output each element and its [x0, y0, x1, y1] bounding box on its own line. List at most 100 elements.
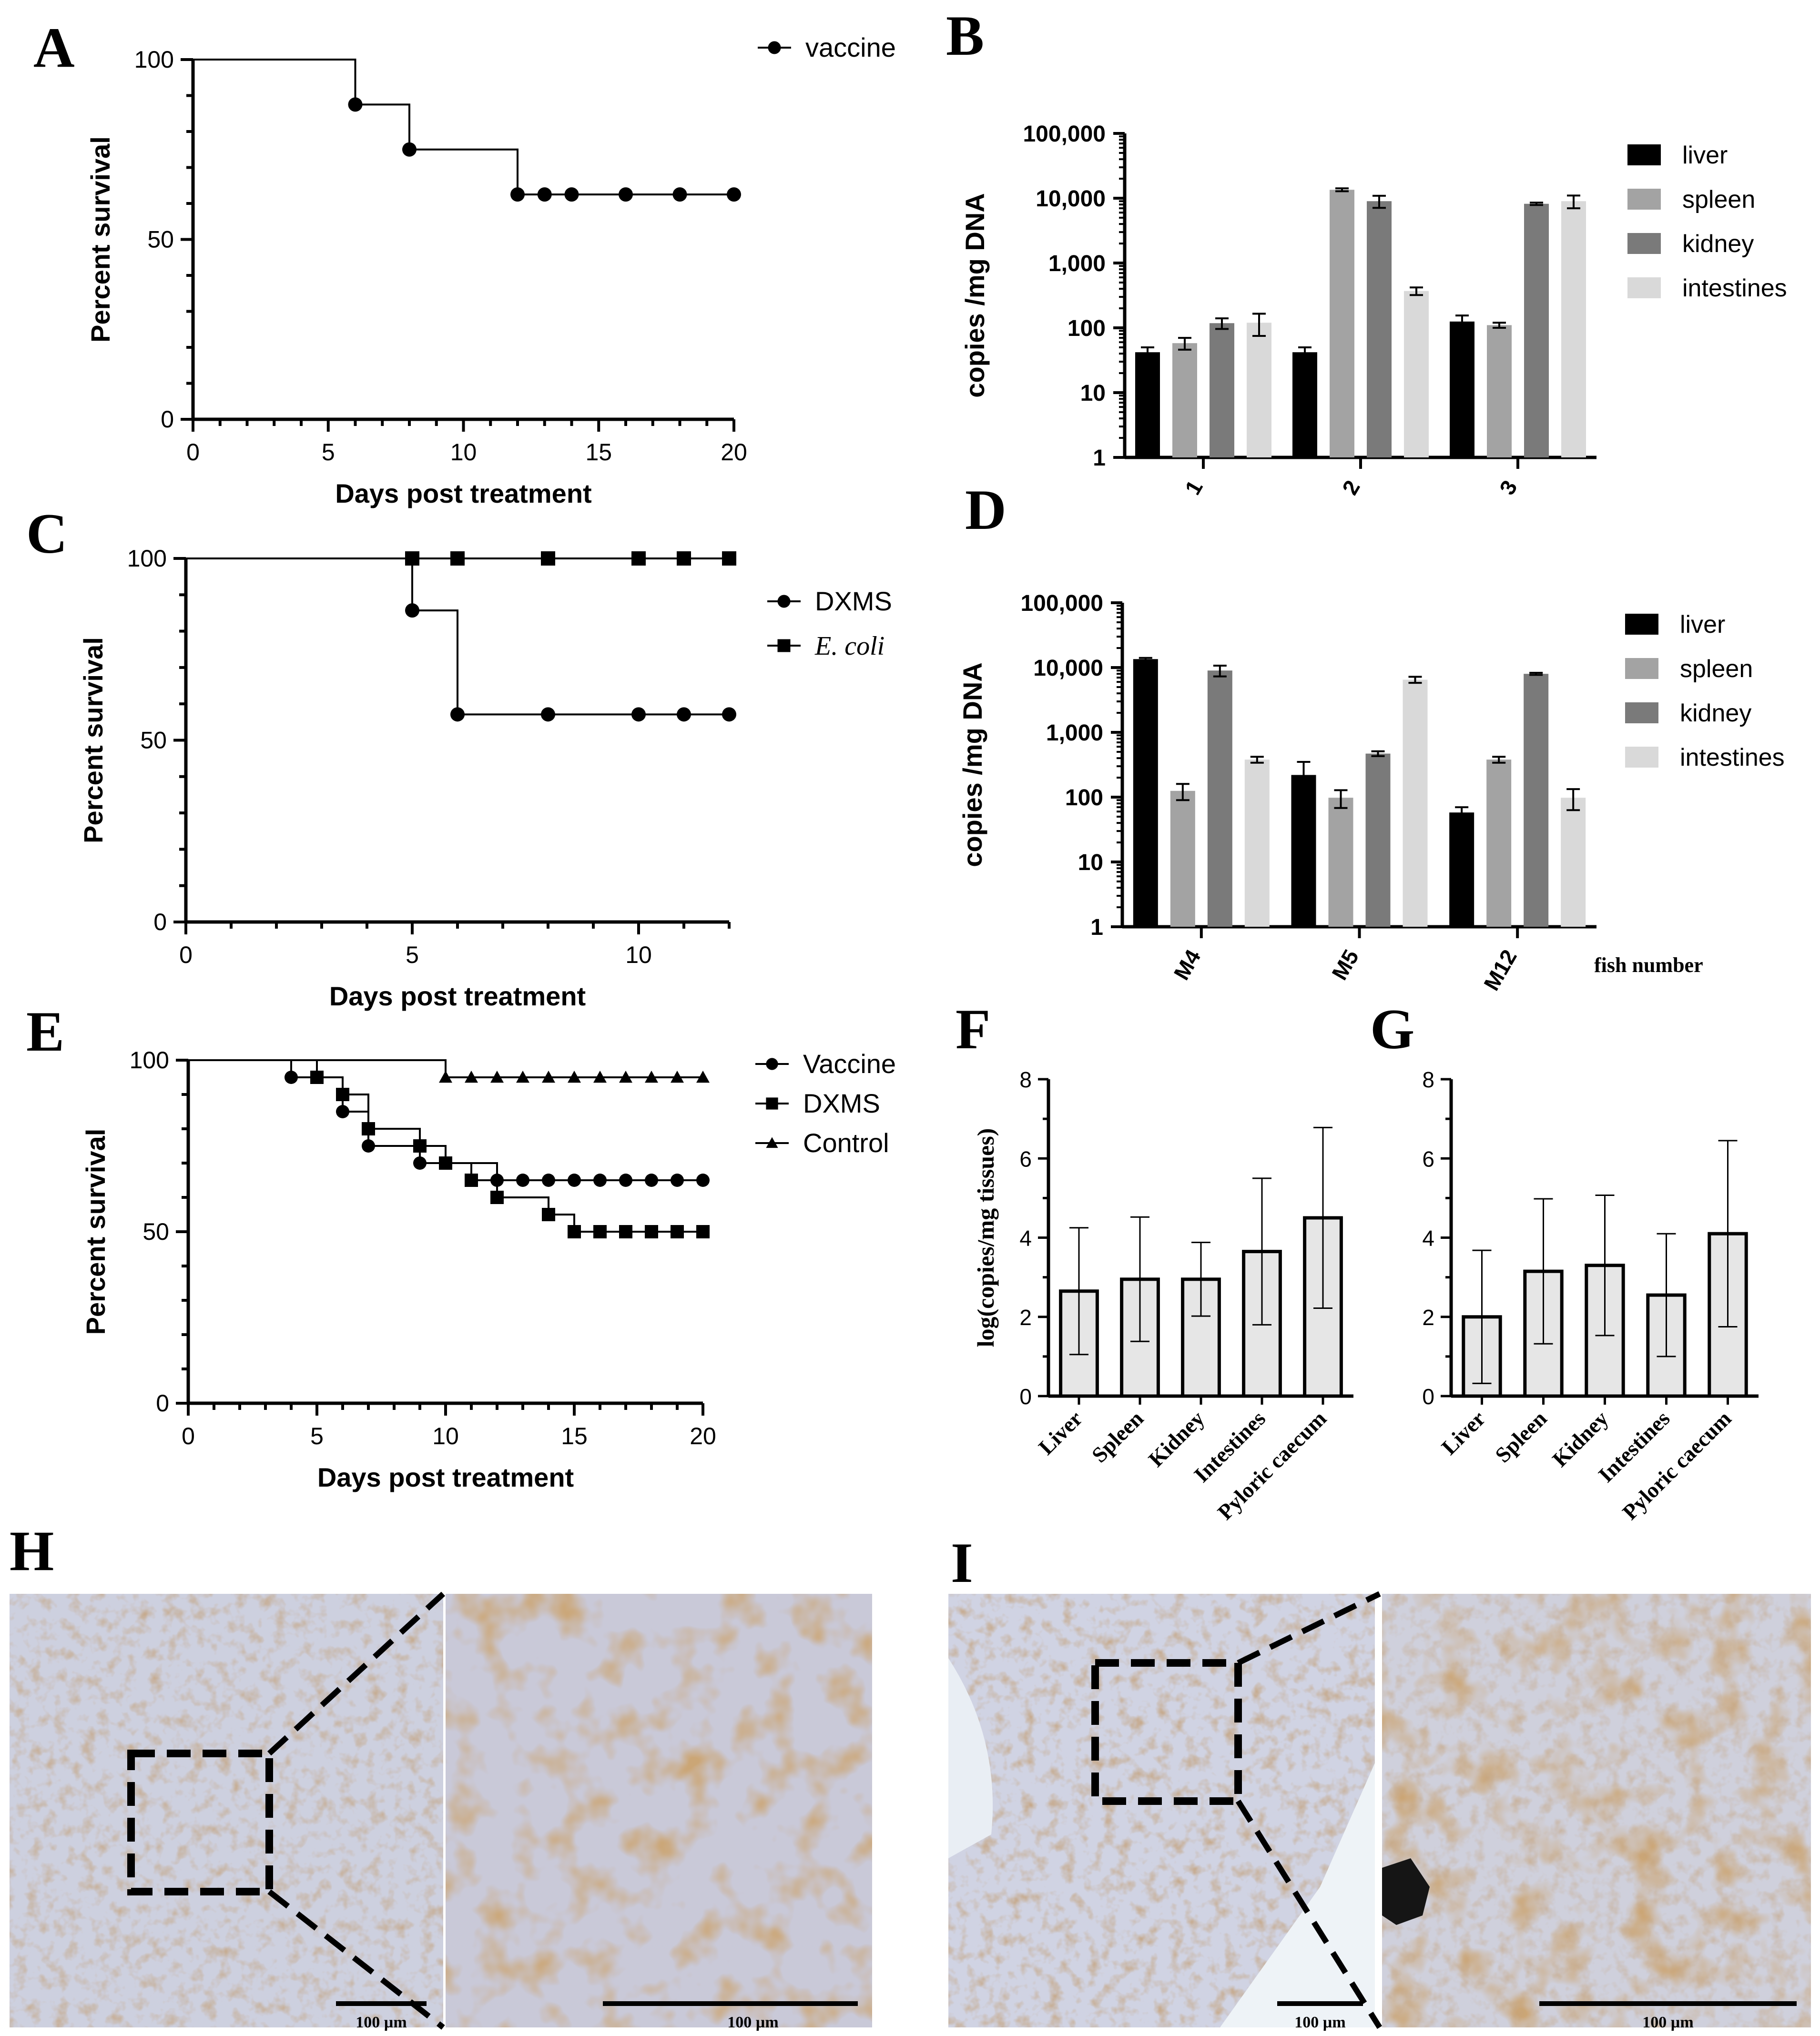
y-tick-label: 1,000 [1048, 251, 1106, 276]
data-point [405, 603, 419, 618]
legend-label: DXMS [803, 1088, 880, 1118]
data-point [450, 551, 465, 566]
data-point [310, 1071, 324, 1084]
y-tick-label: 0 [161, 406, 174, 433]
legend-label: Control [803, 1128, 889, 1158]
x-tick-label: Liver [1437, 1406, 1490, 1459]
x-tick-label: 2 [1337, 476, 1365, 499]
data-point [631, 551, 646, 566]
y-tick-label: 1 [1093, 446, 1106, 471]
x-tick-label: Spleen [1087, 1406, 1148, 1467]
legend-label: intestines [1682, 274, 1787, 302]
y-tick-label: 4 [1019, 1226, 1032, 1251]
legend-label: DXMS [815, 586, 892, 616]
series-line-vaccine [193, 59, 734, 196]
data-point [568, 1174, 581, 1187]
data-point [465, 1071, 478, 1083]
bar-kidney-3 [1524, 203, 1549, 457]
scale-label-h-left: 100 µm [356, 2014, 407, 2031]
bar-kidney-2 [1367, 201, 1392, 457]
bar-chart-d: 1 10 100 1,000 10,000 100,000 copies /mg DNA M4… [957, 591, 1785, 994]
x-tick-label: 10 [432, 1423, 459, 1449]
y-tick-label: 100 [130, 1047, 169, 1074]
legend-swatch-spleen [1625, 658, 1658, 679]
bar-kidney-m12 [1524, 674, 1549, 927]
data-point [671, 1174, 684, 1187]
bar-kidney-m5 [1365, 753, 1391, 927]
x-tick-label: 20 [690, 1423, 716, 1449]
data-point [727, 187, 741, 202]
x-tick-label: M12 [1479, 945, 1522, 994]
series-line-dxms [186, 557, 729, 716]
legend-label: kidney [1682, 230, 1754, 258]
series-line-dxms [188, 1059, 703, 1233]
data-point [645, 1071, 658, 1083]
data-point [516, 1071, 529, 1083]
bar-liver-m12 [1449, 812, 1474, 927]
legend-label: spleen [1682, 186, 1755, 213]
bar-spleen-m5 [1328, 798, 1353, 927]
bar-spleen-1 [1172, 343, 1197, 457]
y-axis-title: log(copies/mg tissues) [972, 1128, 999, 1347]
panel-letter-a: A [33, 16, 75, 79]
y-tick-label: 50 [147, 226, 174, 253]
scale-label-i-left: 100 µm [1294, 2014, 1345, 2031]
data-point [645, 1174, 658, 1187]
data-point [465, 1174, 478, 1187]
data-point [405, 551, 419, 566]
data-point [671, 1225, 684, 1238]
y-tick-label: 0 [156, 1390, 169, 1417]
data-point [362, 1139, 375, 1153]
y-tick-label: 6 [1019, 1146, 1032, 1171]
data-point [696, 1225, 710, 1238]
legend-label: liver [1682, 142, 1728, 169]
y-tick-label: 100 [127, 545, 167, 572]
data-point [542, 1174, 555, 1187]
x-tick-label: 5 [310, 1423, 324, 1449]
data-point [542, 1071, 555, 1083]
data-point [568, 1071, 581, 1083]
data-point [336, 1105, 349, 1118]
y-axis-title: copies /mg DNA [957, 662, 987, 867]
data-point [645, 1225, 658, 1238]
data-point [348, 97, 363, 112]
legend-swatch-kidney [1625, 702, 1658, 723]
y-tick-label: 0 [1422, 1384, 1434, 1409]
y-axis-title: Percent survival [78, 637, 108, 843]
y-tick-label: 100 [1068, 316, 1106, 341]
data-point [568, 1225, 581, 1238]
data-point [439, 1071, 452, 1083]
data-point [402, 142, 417, 157]
survival-chart-e: 0 5 10 15 20 0 50 100 Days post treatment Percent… [81, 1047, 896, 1492]
data-point [362, 1122, 375, 1135]
data-point [619, 1174, 632, 1187]
legend-swatch-liver [1627, 144, 1661, 165]
x-tick-label: 10 [450, 439, 477, 466]
data-point [516, 1174, 529, 1187]
y-axis-title: copies /mg DNA [960, 193, 990, 397]
data-point [672, 187, 687, 202]
survival-chart-a: 0 5 10 15 20 0 50 100 Days post treatment Percent… [85, 32, 896, 508]
x-tick-label: M4 [1169, 945, 1206, 984]
data-point [450, 707, 465, 722]
data-point [619, 1071, 632, 1083]
x-tick-label: 20 [721, 439, 747, 466]
bar-intestines-1 [1247, 323, 1271, 457]
bar-liver-3 [1450, 321, 1474, 457]
x-tick-label: Spleen [1490, 1406, 1551, 1467]
y-axis-title: Percent survival [81, 1129, 111, 1335]
zoom-box-i [1091, 1659, 1242, 1805]
x-axis-title: Days post treatment [317, 1462, 574, 1492]
bar-intestines-3 [1561, 201, 1586, 457]
bar-kidney-m4 [1207, 670, 1232, 927]
data-point [336, 1088, 349, 1101]
x-tick-label: Pyloric caecum [1213, 1406, 1331, 1524]
y-tick-label: 50 [142, 1218, 169, 1245]
micrograph-i: 100 µm 100 µm [948, 1591, 1811, 2031]
y-tick-label: 100,000 [1023, 122, 1106, 147]
legend-label: liver [1680, 611, 1725, 638]
legend-label: Vaccine [803, 1049, 896, 1079]
